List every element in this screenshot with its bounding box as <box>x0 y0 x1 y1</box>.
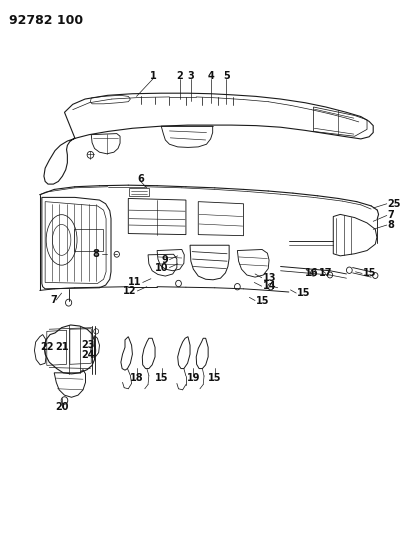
Text: 20: 20 <box>55 402 69 413</box>
Text: 2: 2 <box>176 71 183 81</box>
Text: 10: 10 <box>155 263 169 272</box>
Text: 15: 15 <box>363 269 376 278</box>
Text: 25: 25 <box>388 199 401 209</box>
Text: 11: 11 <box>128 278 142 287</box>
Text: 14: 14 <box>263 281 276 291</box>
Text: 4: 4 <box>207 71 214 81</box>
Text: 21: 21 <box>55 342 69 352</box>
Text: 6: 6 <box>137 174 144 184</box>
Text: 15: 15 <box>155 373 169 383</box>
Text: 15: 15 <box>208 373 221 383</box>
Text: 18: 18 <box>130 373 143 383</box>
Text: 23: 23 <box>82 340 95 350</box>
Text: 1: 1 <box>150 71 157 81</box>
Text: 3: 3 <box>188 71 194 81</box>
Text: 13: 13 <box>263 273 276 282</box>
Text: 17: 17 <box>319 269 332 278</box>
Text: 22: 22 <box>40 342 54 352</box>
Text: 5: 5 <box>223 71 230 81</box>
Text: 8: 8 <box>388 220 394 230</box>
Text: 7: 7 <box>388 211 394 221</box>
Text: 12: 12 <box>123 286 137 296</box>
Text: 15: 15 <box>256 295 269 305</box>
Text: 92782 100: 92782 100 <box>9 14 83 27</box>
Text: 9: 9 <box>162 255 169 264</box>
Text: 16: 16 <box>305 269 318 278</box>
Text: 15: 15 <box>297 288 311 298</box>
Text: 8: 8 <box>93 249 100 259</box>
Text: 7: 7 <box>51 295 57 305</box>
Text: 19: 19 <box>187 373 200 383</box>
Text: 24: 24 <box>82 350 95 360</box>
